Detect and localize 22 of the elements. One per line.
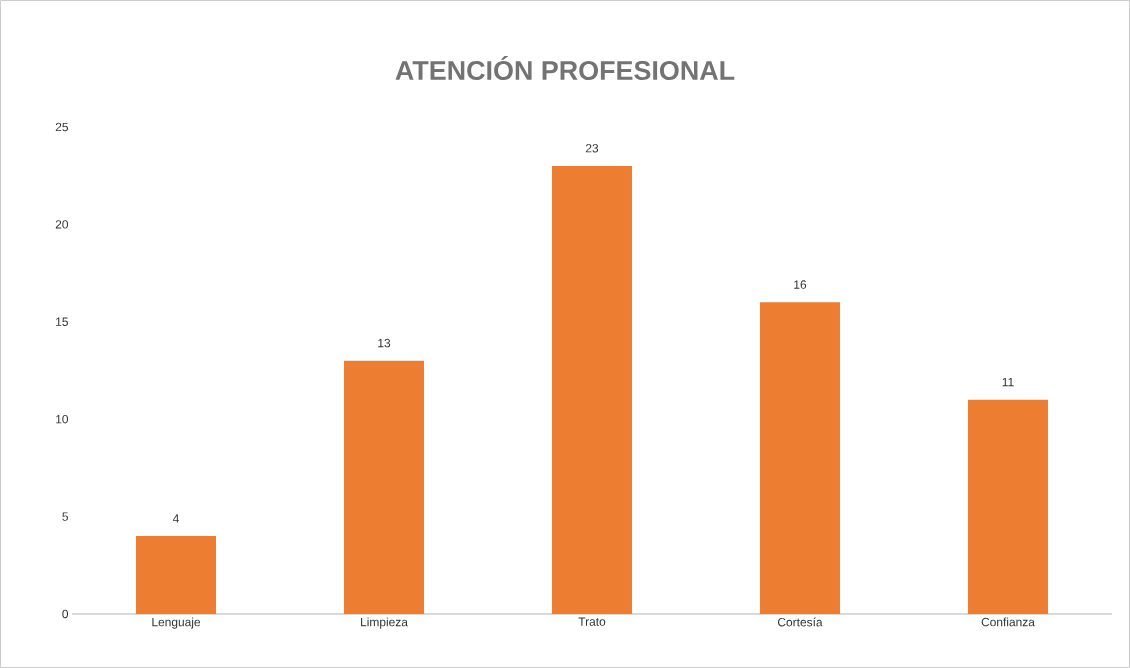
data-label: 13 bbox=[378, 338, 391, 348]
bar bbox=[967, 399, 1048, 614]
y-tick-label: 10 bbox=[56, 414, 69, 424]
x-tick-label: Limpieza bbox=[361, 617, 408, 629]
y-tick-label: 25 bbox=[55, 122, 68, 132]
x-tick-label: Lenguaje bbox=[152, 617, 201, 629]
bar bbox=[551, 165, 632, 614]
y-tick-label: 20 bbox=[55, 220, 69, 229]
data-label: 11 bbox=[1002, 378, 1014, 387]
x-tick-label: Trato bbox=[578, 617, 606, 626]
bar bbox=[136, 536, 217, 614]
y-tick-label: 15 bbox=[56, 317, 68, 326]
x-tick-label: Cortesía bbox=[778, 617, 823, 627]
x-tick-label: Confianza bbox=[981, 617, 1035, 627]
y-tick-label: 0 bbox=[62, 609, 69, 619]
data-label: 4 bbox=[172, 514, 179, 523]
y-tick-label: 5 bbox=[62, 512, 68, 521]
data-label: 23 bbox=[585, 144, 599, 153]
bar bbox=[344, 360, 424, 614]
bar bbox=[759, 302, 840, 614]
data-label: 16 bbox=[794, 280, 807, 289]
chart-title: ATENCIÓN PROFESIONAL bbox=[395, 55, 735, 81]
